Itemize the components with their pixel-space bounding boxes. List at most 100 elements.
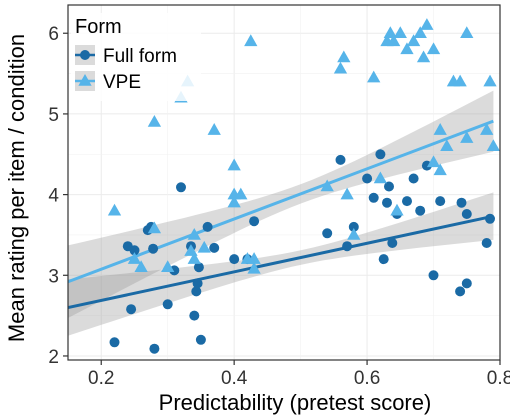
data-point <box>107 203 122 216</box>
data-point <box>197 240 211 253</box>
panel-border <box>67 4 501 361</box>
data-point <box>129 245 140 256</box>
data-point <box>207 123 221 135</box>
data-point <box>340 187 354 200</box>
data-point <box>480 123 494 135</box>
data-point <box>426 42 441 55</box>
data-point <box>249 216 260 227</box>
data-point <box>176 182 186 193</box>
x-tick-label: 0.8 <box>487 368 510 389</box>
data-point <box>127 252 142 264</box>
data-point <box>147 221 162 234</box>
data-point <box>247 252 261 264</box>
data-point <box>362 173 373 184</box>
x-tick-label: 0.6 <box>354 368 380 389</box>
data-point <box>406 34 421 47</box>
data-point <box>189 310 200 321</box>
data-point <box>162 299 173 310</box>
y-tick-label: 6 <box>48 24 59 45</box>
data-point <box>481 238 492 248</box>
data-point <box>229 254 240 265</box>
data-point <box>453 74 467 87</box>
data-point <box>440 139 454 151</box>
data-point <box>375 149 386 160</box>
data-point <box>387 34 401 47</box>
data-point <box>387 238 398 248</box>
data-point <box>337 50 351 63</box>
confidence-band <box>68 192 494 336</box>
legend-label: Full form <box>103 46 177 67</box>
data-point <box>485 213 495 224</box>
data-point <box>202 221 213 232</box>
data-point <box>134 260 148 272</box>
regression-line <box>67 119 494 284</box>
data-point <box>191 286 202 297</box>
data-point <box>384 181 394 192</box>
data-point <box>461 209 472 219</box>
data-point <box>333 61 348 74</box>
data-point <box>428 270 439 281</box>
y-tick-label: 2 <box>48 347 59 368</box>
data-point <box>195 334 206 345</box>
data-point <box>435 196 446 207</box>
data-point <box>483 74 497 87</box>
y-axis-title: Mean rating per item / condition <box>4 34 29 342</box>
x-tick-label: 0.2 <box>88 368 114 389</box>
data-point <box>415 205 426 216</box>
data-point <box>460 131 474 143</box>
data-point <box>126 304 137 315</box>
legend-background <box>71 13 201 101</box>
axes: 0.2 0.4 0.6 0.8 2 3 4 5 6 <box>48 4 510 389</box>
y-tick-label: 5 <box>48 105 59 126</box>
data-point <box>413 26 427 38</box>
data-point <box>378 254 389 265</box>
data-point <box>461 278 472 289</box>
data-point <box>426 155 441 168</box>
data-point <box>320 179 334 192</box>
y-tick-label: 4 <box>48 186 59 207</box>
data-point <box>234 187 248 200</box>
regression-lines <box>67 119 494 310</box>
legend-title: Form <box>75 16 122 38</box>
data-point <box>456 197 467 208</box>
data-point <box>402 196 412 207</box>
confidence-band <box>68 90 494 318</box>
data-point <box>460 26 474 38</box>
data-point <box>416 50 431 63</box>
data-point <box>148 243 159 254</box>
data-point <box>342 241 353 252</box>
data-point <box>420 18 434 30</box>
data-point <box>322 228 333 239</box>
data-point <box>368 192 379 203</box>
data-point <box>247 261 261 274</box>
data-point <box>227 195 241 208</box>
data-point <box>209 242 220 253</box>
data-point <box>192 278 203 289</box>
data-point <box>373 171 388 184</box>
data-point <box>193 262 204 273</box>
data-point <box>408 173 419 184</box>
data-point <box>455 286 466 297</box>
data-point <box>147 114 162 127</box>
data-point <box>367 70 381 83</box>
data-points <box>107 18 501 354</box>
legend-key-marker <box>80 50 90 60</box>
regression-line <box>67 214 494 310</box>
legend-label: VPE <box>103 72 141 93</box>
data-point <box>161 260 175 272</box>
data-point <box>400 42 414 55</box>
x-tick-label: 0.4 <box>221 368 248 389</box>
data-point <box>390 203 404 216</box>
data-point <box>347 227 361 240</box>
data-point <box>109 337 120 348</box>
data-point <box>433 163 447 176</box>
data-point <box>433 123 447 135</box>
y-tick-label: 3 <box>48 266 59 287</box>
legend: Form Full form VPE <box>71 13 201 101</box>
data-point <box>244 34 258 47</box>
data-point <box>227 158 241 171</box>
data-point <box>149 343 160 354</box>
data-point <box>382 197 392 208</box>
confidence-bands <box>68 90 494 336</box>
